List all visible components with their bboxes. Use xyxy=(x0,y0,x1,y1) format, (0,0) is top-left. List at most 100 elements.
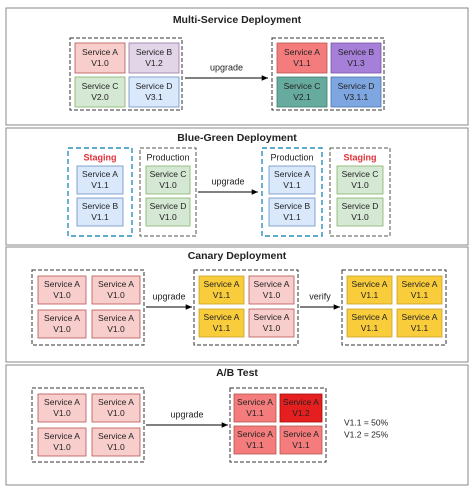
group xyxy=(341,269,447,346)
service-version: V1.0 xyxy=(351,180,369,190)
service-name: Service A xyxy=(98,431,134,441)
group-label: Production xyxy=(146,152,189,162)
service-version: V1.1 xyxy=(411,290,429,300)
service-version: V1.0 xyxy=(351,212,369,222)
service-version: V1.0 xyxy=(107,442,125,452)
service-box xyxy=(91,275,141,305)
section-title: Blue-Green Deployment xyxy=(177,132,297,144)
arrow-label: verify xyxy=(309,291,331,301)
section-frame xyxy=(5,246,469,363)
service-version: V1.1 xyxy=(293,58,311,68)
section-title: Canary Deployment xyxy=(188,250,287,262)
section-frame xyxy=(5,127,469,246)
service-version: V1.1 xyxy=(91,212,109,222)
service-box xyxy=(74,42,126,74)
arrow-label: upgrade xyxy=(152,291,185,301)
service-name: Service A xyxy=(44,313,80,323)
section-frame xyxy=(5,364,469,486)
service-version: V1.0 xyxy=(107,408,125,418)
service-box xyxy=(336,197,384,227)
service-box xyxy=(128,76,180,108)
service-version: V1.0 xyxy=(159,180,177,190)
service-name: Service A xyxy=(82,47,118,57)
service-name: Service B xyxy=(136,47,173,57)
service-version: V1.0 xyxy=(263,290,281,300)
service-box xyxy=(198,275,245,305)
group xyxy=(31,269,145,346)
service-name: Service B xyxy=(274,201,311,211)
service-box xyxy=(279,425,323,455)
service-box xyxy=(145,197,191,227)
service-version: V1.0 xyxy=(107,290,125,300)
service-version: V1.0 xyxy=(91,58,109,68)
service-name: Service B xyxy=(338,47,375,57)
note: V1.2 = 25% xyxy=(344,429,389,439)
service-version: V1.1 xyxy=(411,323,429,333)
service-name: Service A xyxy=(98,279,134,289)
service-name: Service A xyxy=(254,312,290,322)
service-version: V2.1 xyxy=(293,92,311,102)
service-name: Service A xyxy=(274,169,310,179)
service-version: V1.1 xyxy=(283,180,301,190)
service-version: V1.1 xyxy=(361,290,379,300)
service-box xyxy=(128,42,180,74)
service-name: Service A xyxy=(284,47,320,57)
service-name: Service D xyxy=(338,81,375,91)
service-name: Service A xyxy=(283,397,319,407)
service-name: Service C xyxy=(284,81,321,91)
service-box xyxy=(91,393,141,423)
service-box xyxy=(276,42,328,74)
service-box xyxy=(76,197,124,227)
service-version: V1.1 xyxy=(361,323,379,333)
service-box xyxy=(268,165,316,195)
service-name: Service A xyxy=(82,169,118,179)
group xyxy=(139,147,197,237)
service-box xyxy=(91,427,141,457)
group xyxy=(67,147,133,237)
group xyxy=(229,387,327,463)
service-name: Service A xyxy=(98,313,134,323)
service-version: V1.0 xyxy=(53,290,71,300)
service-box xyxy=(198,308,245,338)
service-name: Service A xyxy=(237,397,273,407)
section-title: A/B Test xyxy=(216,367,258,379)
service-name: Service C xyxy=(342,169,379,179)
service-name: Service D xyxy=(342,201,379,211)
service-box xyxy=(396,275,443,305)
service-name: Service A xyxy=(44,279,80,289)
service-version: V1.0 xyxy=(53,408,71,418)
service-version: V1.1 xyxy=(283,212,301,222)
service-name: Service C xyxy=(150,169,187,179)
group-label: Production xyxy=(270,152,313,162)
service-box xyxy=(233,425,277,455)
service-box xyxy=(91,309,141,339)
arrow-label: upgrade xyxy=(211,176,244,186)
service-box xyxy=(346,275,393,305)
service-version: V1.1 xyxy=(246,408,264,418)
service-version: V1.0 xyxy=(159,212,177,222)
service-name: Service A xyxy=(237,429,273,439)
service-version: V1.0 xyxy=(53,442,71,452)
service-version: V1.0 xyxy=(107,324,125,334)
group xyxy=(271,37,385,111)
group-label: Staging xyxy=(344,152,377,162)
service-name: Service A xyxy=(283,429,319,439)
service-box xyxy=(76,165,124,195)
service-box xyxy=(248,275,295,305)
service-name: Service A xyxy=(98,397,134,407)
service-box xyxy=(145,165,191,195)
section-title: Multi-Service Deployment xyxy=(173,14,302,26)
group xyxy=(329,147,391,237)
service-name: Service A xyxy=(44,397,80,407)
service-version: V1.1 xyxy=(246,440,264,450)
service-version: V1.0 xyxy=(53,324,71,334)
service-version: V3.1 xyxy=(145,92,163,102)
service-version: V1.0 xyxy=(263,323,281,333)
service-name: Service A xyxy=(204,279,240,289)
service-box xyxy=(346,308,393,338)
service-box xyxy=(330,76,382,108)
arrow-label: upgrade xyxy=(210,62,243,72)
service-box xyxy=(248,308,295,338)
service-name: Service D xyxy=(150,201,187,211)
service-box xyxy=(268,197,316,227)
